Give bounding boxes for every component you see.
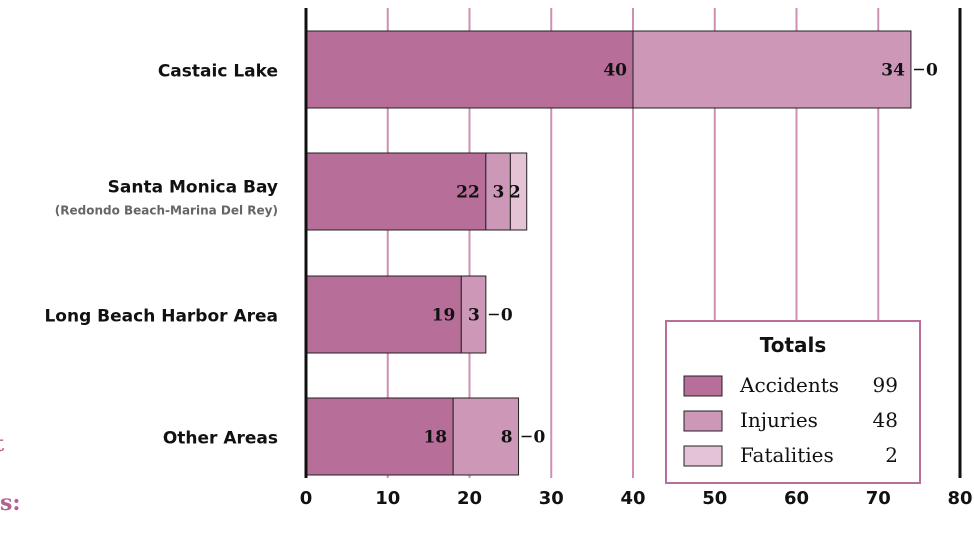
category-label: Santa Monica Bay <box>108 178 278 198</box>
bar-segment-accidents <box>305 397 454 476</box>
data-label: 18 <box>423 428 447 448</box>
legend-entry-total: 99 <box>873 373 898 397</box>
bar-segment-injuries <box>460 275 487 354</box>
data-label: 40 <box>603 61 627 81</box>
bar-segment-fatalities <box>509 152 528 231</box>
x-tick-label: 10 <box>375 488 400 509</box>
x-tick-label: 80 <box>947 488 972 509</box>
data-label: 22 <box>456 183 480 203</box>
x-tick-label: 70 <box>866 488 891 509</box>
x-tick-label: 30 <box>539 488 564 509</box>
x-tick-label: 60 <box>784 488 809 509</box>
bar-segment-accidents <box>305 152 487 231</box>
category-sublabel: (Redondo Beach-Marina Del Rey) <box>55 204 278 218</box>
legend-title: Totals <box>760 333 827 357</box>
x-tick-label: 50 <box>702 488 727 509</box>
data-label: 3 <box>493 183 505 203</box>
legend: Totals Accidents 99 Injuries 48 Fatalities 2 <box>665 320 921 484</box>
bar-segment-injuries <box>632 30 912 109</box>
data-label: 34 <box>881 61 905 81</box>
category-label: Other Areas <box>163 429 278 449</box>
data-label: 3 <box>468 306 480 326</box>
legend-entry-name: Accidents <box>739 373 839 397</box>
x-tick-label: 20 <box>457 488 482 509</box>
bar-segment-injuries <box>485 152 511 231</box>
x-tick-label: 0 <box>300 488 313 509</box>
x-tick-label: 40 <box>620 488 645 509</box>
legend-entry-name: Fatalities <box>740 443 834 467</box>
cut-off-text-group: t es: <box>0 431 21 516</box>
data-label-zero: 0 <box>501 306 513 326</box>
cut-off-text: es: <box>0 490 21 516</box>
data-label: 2 <box>509 183 521 203</box>
data-label-zero: 0 <box>534 428 546 448</box>
data-label: 19 <box>432 306 456 326</box>
bars: 40 34 022 3 219 3 018 8 0 <box>305 30 938 476</box>
legend-swatch-fatalities <box>683 445 723 467</box>
legend-swatch-injuries <box>683 410 723 432</box>
data-label-zero: 0 <box>926 61 938 81</box>
category-label: Long Beach Harbor Area <box>44 307 278 327</box>
legend-swatch-accidents <box>683 375 723 397</box>
legend-entry-total: 2 <box>885 443 898 467</box>
data-label: 8 <box>501 428 513 448</box>
category-labels: Castaic Lake Santa Monica Bay (Redondo Bea… <box>44 62 278 449</box>
legend-entry-name: Injuries <box>740 408 818 432</box>
legend-entry-total: 48 <box>873 408 898 432</box>
bar-segment-accidents <box>305 30 634 109</box>
cut-off-text: t <box>0 431 5 457</box>
bar-segment-injuries <box>452 397 520 476</box>
category-label: Castaic Lake <box>158 62 278 82</box>
axes: 0 10 20 30 40 50 60 70 80 <box>300 8 973 509</box>
